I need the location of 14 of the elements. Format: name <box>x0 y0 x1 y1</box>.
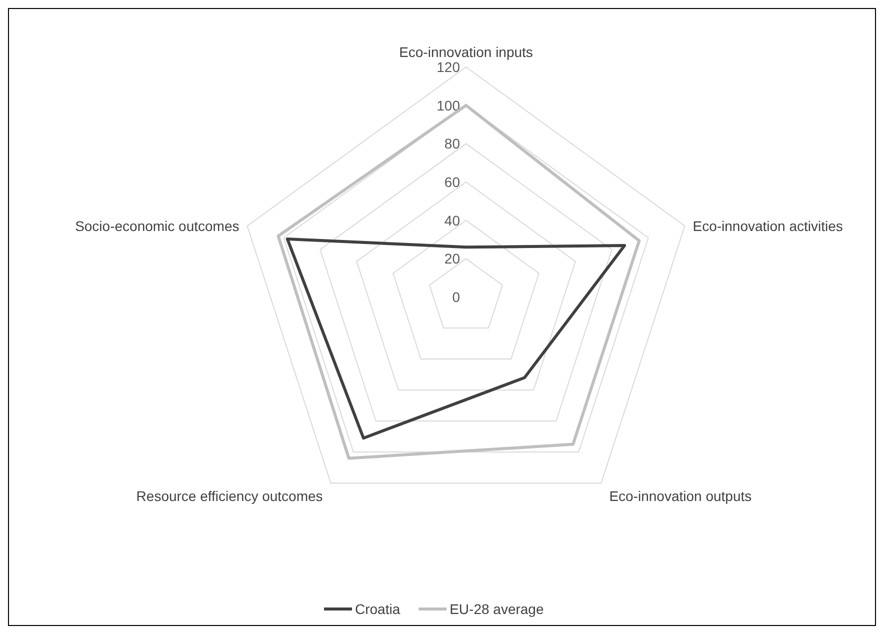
y-tick-label: 60 <box>444 174 460 190</box>
spoke-label: Eco-innovation outputs <box>609 488 752 504</box>
spoke-label: Socio-economic outcomes <box>75 218 240 234</box>
legend-label: Croatia <box>355 601 400 617</box>
y-tick-label: 40 <box>444 212 460 228</box>
spoke-label: Eco-innovation activities <box>692 218 843 234</box>
y-tick-label: 20 <box>444 250 460 267</box>
y-tick-label: 80 <box>444 136 460 152</box>
spoke-label: Resource efficiency outcomes <box>136 488 323 504</box>
legend-label: EU-28 average <box>450 601 544 617</box>
spoke-label: Eco-innovation inputs <box>399 44 533 60</box>
y-tick-label: 120 <box>436 59 460 75</box>
y-tick-label: 100 <box>436 97 460 114</box>
y-tick-label: 0 <box>452 289 460 305</box>
